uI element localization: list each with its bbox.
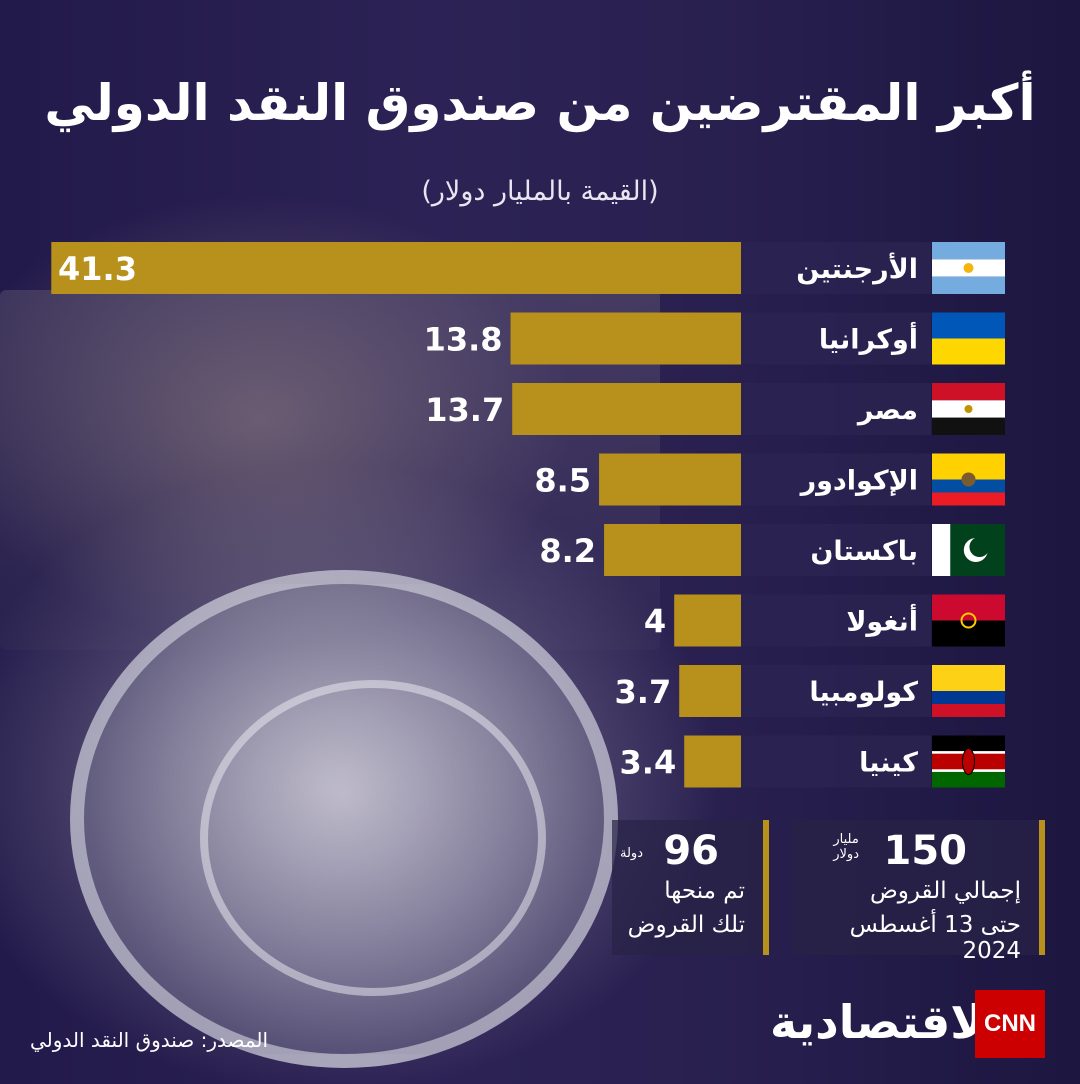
value-label: 8.2	[539, 532, 596, 570]
countries-box: 96 دولة تم منحها تلك القروض	[612, 820, 769, 955]
category-label: كولومبيا	[809, 677, 918, 708]
category-label-box	[741, 524, 931, 576]
bar	[512, 383, 741, 435]
category-label-box	[741, 312, 931, 365]
category-label: باكستان	[810, 536, 918, 567]
bar-chart: الأرجنتين 41.3 أوكرانيا 13.8 مصر 13.7 الإكوادو…	[51, 242, 1005, 788]
category-label: كينيا	[859, 748, 918, 779]
egypt-flag	[932, 383, 1005, 435]
countries-unit: دولة	[620, 846, 643, 861]
category-label-box	[741, 383, 931, 435]
angola-flag	[932, 594, 1005, 647]
countries-label-1: تم منحها	[664, 878, 745, 904]
colombia-flag	[932, 665, 1005, 717]
bar-row: كينيا 3.4	[620, 735, 1005, 788]
brand-logo-text: الاقتصادية	[770, 995, 1001, 1049]
value-label: 3.4	[620, 744, 677, 782]
total-loans-value: 150	[883, 828, 968, 874]
bar-row: باكستان 8.2	[539, 524, 1005, 576]
category-label: أنغولا	[846, 604, 918, 638]
bar	[510, 312, 741, 365]
value-label: 41.3	[58, 250, 137, 288]
source-note: المصدر: صندوق النقد الدولي	[30, 1028, 269, 1052]
chart-subtitle: (القيمة بالمليار دولار)	[421, 176, 659, 207]
total-loans-label: إجمالي القروض	[869, 878, 1021, 904]
category-label: مصر	[856, 395, 918, 426]
total-loans-unit: مليار دولار	[833, 832, 859, 862]
imf-seal-globe	[200, 680, 546, 996]
bar	[599, 453, 741, 506]
category-label-box	[741, 594, 931, 647]
category-label-box	[741, 453, 931, 506]
value-label: 13.7	[425, 391, 504, 429]
bar-row: أنغولا 4	[644, 594, 1005, 647]
category-label-box	[741, 665, 931, 717]
bar	[684, 735, 741, 788]
total-loans-box: 150 مليار دولار إجمالي القروض حتى 13 أغس…	[792, 820, 1045, 964]
total-loans-unit-2: دولار	[833, 847, 859, 862]
bar-row: أوكرانيا 13.8	[424, 312, 1005, 365]
kenya-flag	[932, 735, 1005, 788]
category-label-box	[741, 242, 931, 294]
bar-row: كولومبيا 3.7	[615, 665, 1005, 717]
countries-label-2: تلك القروض	[627, 912, 745, 938]
value-label: 13.8	[424, 321, 503, 359]
bar	[604, 524, 741, 576]
category-label: الأرجنتين	[796, 252, 918, 285]
chart-title: أكبر المقترضين من صندوق النقد الدولي	[44, 74, 1036, 132]
value-label: 8.5	[534, 462, 591, 500]
ukraine-flag	[932, 312, 1005, 365]
cnn-logo: CNN	[975, 990, 1045, 1058]
bar	[679, 665, 741, 717]
pakistan-flag	[932, 524, 1005, 576]
ecuador-flag	[932, 453, 1005, 506]
total-loans-unit-1: مليار	[833, 832, 859, 847]
category-label-box	[741, 735, 931, 788]
bar	[51, 242, 742, 294]
category-label: الإكوادور	[799, 466, 918, 497]
total-loans-date: حتى 13 أغسطس 2024	[849, 912, 1021, 964]
bar-row: مصر 13.7	[425, 383, 1005, 435]
bar-row: الإكوادور 8.5	[534, 453, 1005, 506]
countries-value: 96	[663, 828, 719, 874]
argentina-flag	[932, 242, 1005, 294]
value-label: 3.7	[615, 673, 672, 711]
bar	[674, 594, 741, 647]
category-label: أوكرانيا	[819, 322, 918, 356]
bar-row: الأرجنتين 41.3	[51, 242, 1005, 294]
value-label: 4	[644, 603, 666, 641]
